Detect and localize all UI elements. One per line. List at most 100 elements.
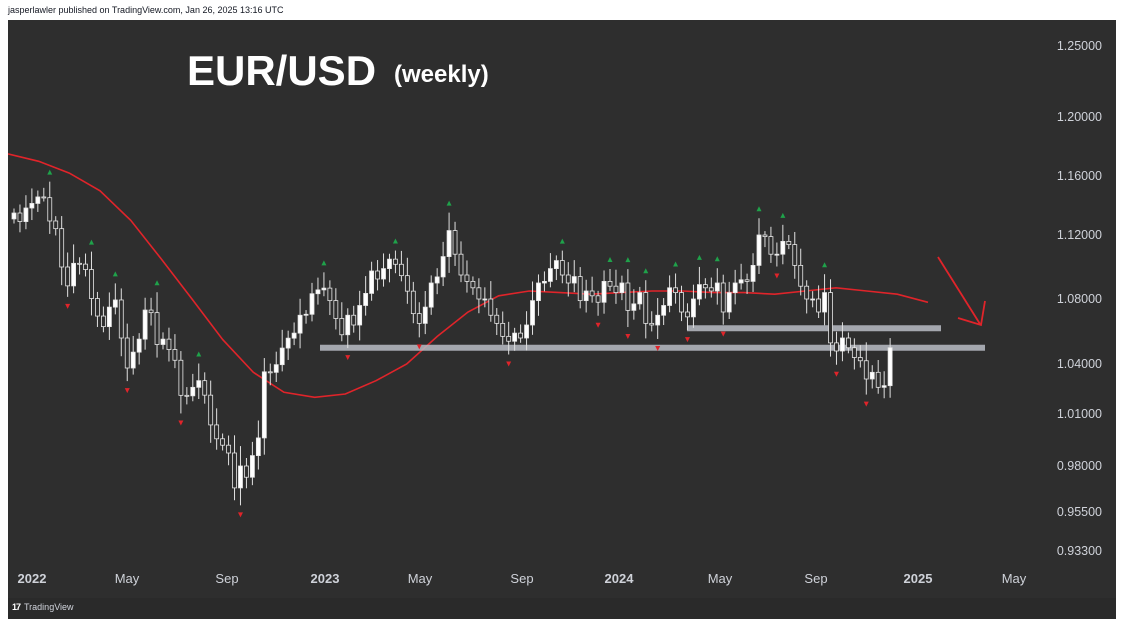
fractal-up-marker [88,239,94,245]
x-tick-label: May [408,571,433,586]
candle-body [130,351,136,369]
candle [226,435,231,466]
candle [47,181,53,234]
candle [196,363,202,399]
candle [422,291,428,335]
candle [279,329,285,372]
candle-body [548,268,553,282]
fractal-down-marker [416,344,422,350]
candle-body [261,371,267,439]
fractal-down-marker [863,401,869,407]
candle [184,387,190,405]
candle [398,250,404,282]
x-tick-label: 2025 [904,571,933,586]
candle-body [869,371,875,380]
candle [673,273,678,304]
candle-body [333,300,339,319]
candle-body [136,338,142,353]
candle [744,273,750,294]
candle [470,276,476,295]
candle [577,267,583,309]
candle [798,248,804,296]
candle [518,324,524,343]
arrow-head [957,300,986,327]
fractal-up-marker [112,271,118,277]
candle [220,433,226,451]
candle-body [398,263,404,277]
candle [142,297,148,350]
candle-body [530,300,535,326]
eurusd-weekly-chart[interactable]: 1.25000 1.20000 1.16000 1.12000 1.08000 1.040… [8,20,1116,598]
candle [53,216,59,236]
candle [655,298,661,339]
candle [500,311,506,345]
candle-body [863,360,869,380]
candle [738,263,744,290]
tradingview-logo[interactable]: 17 TradingView [12,602,74,612]
candle-body [780,240,786,255]
y-tick-label: 1.08000 [1057,292,1102,306]
tradingview-brand: TradingView [24,602,74,612]
candle [834,331,839,365]
candle [333,288,339,330]
candle-body [196,380,202,388]
y-tick-label: 1.16000 [1057,169,1102,183]
candle [840,322,845,362]
candle-body [291,332,297,339]
candle [846,332,851,354]
candle-body [89,269,94,299]
candle-body [112,299,118,308]
candle-body [172,349,178,361]
y-tick-label: 1.12000 [1057,228,1102,242]
candle-body [190,386,196,397]
candle-body [828,292,833,344]
candle-body [536,282,541,302]
candle-body [750,264,756,282]
candle-body [887,347,893,387]
candle-body [95,298,100,317]
axes-layer: 1.25000 1.20000 1.16000 1.12000 1.08000 1.040… [18,39,1103,586]
candle [232,435,237,501]
candle-body [148,309,154,314]
candle [178,351,184,414]
candle-body [184,394,190,397]
ma-layer [8,153,929,399]
candle-body [649,322,655,326]
y-tick-label: 1.20000 [1057,110,1102,124]
y-tick-label: 0.95500 [1057,505,1102,519]
candle-body [142,309,148,340]
fractal-up-marker [392,238,398,244]
x-tick-label: May [708,571,733,586]
candle-body [416,313,422,324]
fractal-up-marker [714,256,720,262]
candle-body [619,282,625,294]
candle-body [583,290,589,302]
candle-body [208,394,214,426]
candle-body [613,285,619,294]
candle-body [47,197,53,222]
candle-body [655,314,661,326]
candle-body [768,236,774,255]
candle [381,253,386,287]
candle-body [249,455,255,478]
candle [130,335,136,375]
chart-frame[interactable]: 1.25000 1.20000 1.16000 1.12000 1.08000 1.040… [8,20,1116,598]
candle [214,408,220,450]
candle-body [238,465,243,489]
candle-body [65,266,71,287]
candle-body [458,253,464,276]
candle [828,279,833,357]
candle [166,327,172,362]
candle-body [23,207,29,222]
candle-body [816,298,821,313]
candle [369,261,375,301]
candle [536,274,541,316]
candle-body [202,380,208,396]
candle [464,260,470,293]
publish-header: jasperlawler published on TradingView.co… [0,0,1124,20]
x-tick-label: Sep [215,571,238,586]
candle [35,190,41,212]
candle [434,268,440,295]
candle-body [851,347,857,358]
candle-body [428,282,434,308]
